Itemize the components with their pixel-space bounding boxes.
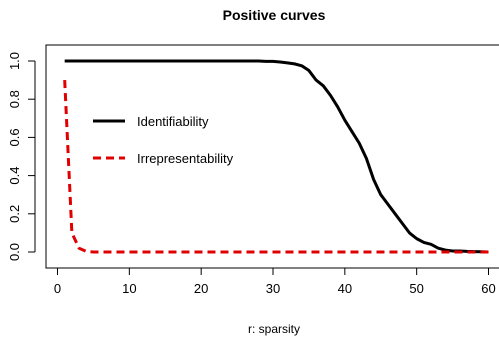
legend: Identifiability Irrepresentability <box>93 114 234 166</box>
chart-title: Positive curves <box>223 7 326 23</box>
legend-label-irrepresentability: Irrepresentability <box>137 151 234 166</box>
x-tick-label: 40 <box>338 281 352 296</box>
y-axis: 0.0 0.2 0.4 0.6 0.8 1.0 <box>7 52 36 261</box>
y-tick-label: 0.0 <box>7 243 22 261</box>
legend-label-identifiability: Identifiability <box>137 114 209 129</box>
y-tick-label: 0.4 <box>7 167 22 185</box>
x-tick-label: 50 <box>409 281 423 296</box>
x-axis-label: r: sparsity <box>248 322 300 336</box>
x-tick-label: 60 <box>481 281 495 296</box>
y-tick-label: 0.2 <box>7 205 22 223</box>
series-layer <box>63 59 489 254</box>
y-tick-label: 0.8 <box>7 90 22 108</box>
x-tick-label: 0 <box>54 281 61 296</box>
y-tick-label: 0.6 <box>7 128 22 146</box>
x-tick-label: 10 <box>122 281 136 296</box>
x-tick-label: 20 <box>194 281 208 296</box>
y-tick-label: 1.0 <box>7 52 22 70</box>
series-line-irrepresentability <box>63 80 489 254</box>
x-axis: 0 10 20 30 40 50 60 <box>54 267 496 296</box>
x-tick-label: 30 <box>266 281 280 296</box>
series-line-identifiability <box>64 59 489 254</box>
